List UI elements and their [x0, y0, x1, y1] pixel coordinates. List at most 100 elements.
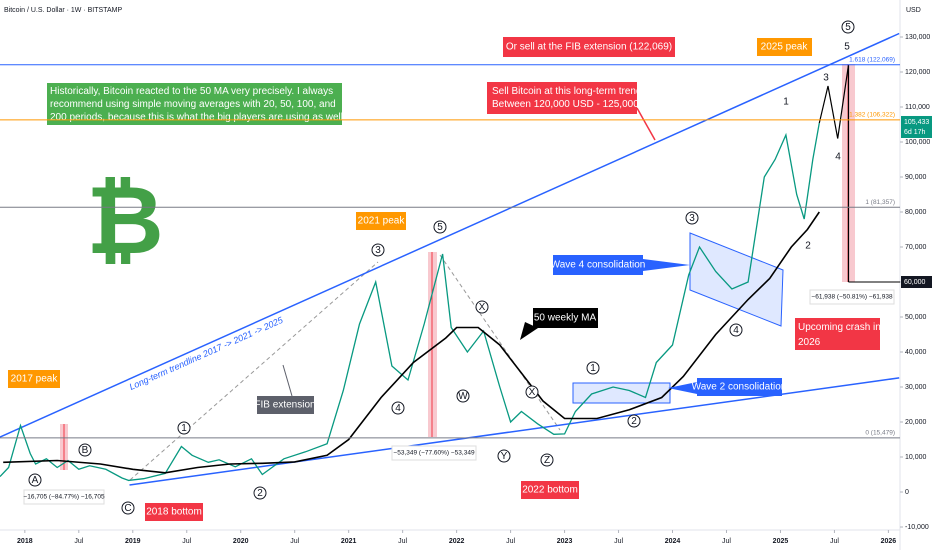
label-box [795, 318, 880, 350]
price-line [3, 211, 820, 474]
label-box [553, 255, 643, 275]
wave-label: X [479, 302, 486, 313]
y-tick-label: 120,000 [905, 69, 930, 76]
label-box [356, 212, 406, 230]
y-tick-label: -10,000 [905, 524, 929, 531]
label-box [503, 37, 675, 57]
x-tick-label: 2021 [341, 538, 357, 545]
wave-circle [253, 486, 267, 500]
trend-sell: Sell Bitcoin at this long-term trendline… [492, 86, 663, 110]
wave-circle [121, 501, 135, 515]
label-box [8, 370, 60, 388]
y-tick-label: 30,000 [905, 384, 927, 391]
sub-wave-label: 2 [805, 241, 811, 252]
measure-box [391, 445, 477, 461]
wave-label: 1 [590, 363, 596, 374]
bitcoin-logo: ₿ [86, 168, 163, 274]
wave-circle [586, 361, 600, 375]
x-tick-label: Jul [506, 538, 515, 545]
x-tick-label: 2025 [773, 538, 789, 545]
wave-circle [497, 449, 511, 463]
wave-circle [729, 323, 743, 337]
drawings [60, 64, 855, 481]
x-tick-label: 2023 [557, 538, 573, 545]
wave-label: A [32, 475, 39, 486]
fib-label: 0 (15,479) [865, 430, 895, 437]
wave-circle [841, 20, 855, 34]
x-tick-label: 2019 [125, 538, 141, 545]
wave-circle [627, 414, 641, 428]
fib-label: 1.618 (122,069) [849, 56, 895, 63]
note-line: 200 periods, because this is what the bi… [50, 112, 346, 123]
wave-circle [456, 389, 470, 403]
pointer [668, 382, 697, 394]
y-tick-label: 80,000 [905, 209, 927, 216]
wave-label: 1 [181, 423, 187, 434]
fib-ext-label: FIB extension [254, 400, 315, 411]
countdown: 6d 17h [904, 129, 926, 136]
y-tick-label: 10,000 [905, 454, 927, 461]
x-tick-label: Jul [182, 538, 191, 545]
wave-circle [371, 243, 385, 257]
fib-sell: Or sell at the FIB extension (122,069) [506, 42, 672, 53]
series-layer [0, 32, 900, 486]
wave-label: 5 [845, 22, 851, 33]
sub-wave-label: 4 [835, 152, 841, 163]
note-line: Historically, Bitcoin reacted to the 50 … [50, 86, 333, 97]
wave-label: 3 [689, 213, 695, 224]
wave-circle [525, 385, 539, 399]
label-box [757, 38, 812, 56]
fib-label: 1.382 (106,322) [849, 112, 895, 119]
wave-label: 2 [631, 416, 637, 427]
pointer [636, 107, 656, 141]
y-tick-label: 0 [905, 489, 909, 496]
bottom-label: 2022 bottom [522, 485, 578, 496]
wave-label: 3 [375, 245, 381, 256]
projection [818, 64, 850, 282]
sub-wave-label: 1 [783, 97, 789, 108]
wave-label: 2 [257, 488, 263, 499]
measure: −53,349 (−77.60%) −53,349 [393, 450, 475, 457]
y-tick-label: 40,000 [905, 349, 927, 356]
trend-sell-line: Between 120,000 USD - 125,000 USD [492, 99, 663, 110]
y-tick-label: 100,000 [905, 139, 930, 146]
note-box [47, 83, 342, 125]
chart-title: Bitcoin / U.S. Dollar · 1W · BITSTAMP [4, 7, 122, 14]
wave-circle [475, 300, 489, 314]
sub-wave-label: 5 [844, 42, 850, 53]
price-tag-label: 60,000 [904, 279, 926, 286]
pointer [643, 259, 690, 271]
x-tick-label: Jul [398, 538, 407, 545]
price-tag-label: 105,433 [904, 119, 929, 126]
y-tick-label: 110,000 [905, 104, 930, 111]
fib-label: 1 (81,357) [865, 199, 895, 206]
crash-label: Upcoming crash in 2026 [798, 322, 884, 348]
label-box [521, 481, 579, 499]
label-box [533, 308, 598, 328]
y-tick-label: 130,000 [905, 34, 930, 41]
y-tick-label: 70,000 [905, 244, 927, 251]
y-tick-label: 20,000 [905, 419, 927, 426]
wave-label: Wave 4 consolidation [551, 260, 646, 271]
peak-label: 2025 peak [761, 42, 809, 53]
trend-sell-line: Sell Bitcoin at this long-term trendline… [492, 86, 660, 97]
label-box [257, 396, 314, 414]
wave-label: 5 [437, 222, 443, 233]
wave-circle [433, 220, 447, 234]
note-text: Historically, Bitcoin reacted to the 50 … [50, 86, 346, 123]
wave-label: W [458, 391, 468, 402]
peak-label: 2021 peak [358, 216, 406, 227]
crash-line: Upcoming crash in [798, 322, 881, 333]
wave-label: 4 [395, 403, 401, 414]
measure: −16,705 (−84.77%) −16,705 [23, 494, 105, 501]
ma-label: 50 weekly MA [534, 313, 597, 324]
trendline-label: Long-term trendline 2017 -> 2021 -> 2025 [128, 314, 286, 392]
wave-label: Wave 2 consolidation [692, 382, 787, 393]
price-tag [901, 276, 932, 288]
x-tick-label: 2018 [17, 538, 33, 545]
fib-dash [439, 254, 561, 431]
wave-circle [28, 473, 42, 487]
pointer [282, 364, 293, 397]
x-tick-label: Jul [830, 538, 839, 545]
